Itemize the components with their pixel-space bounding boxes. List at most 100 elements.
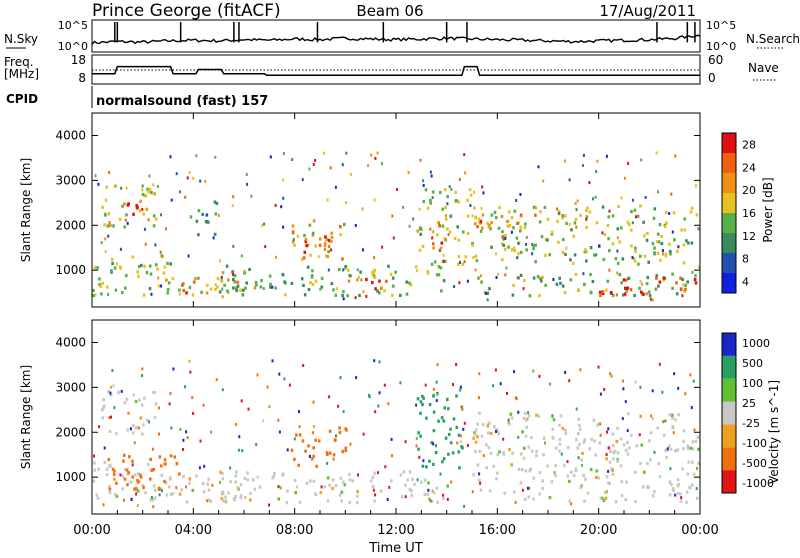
- velocity-cell: [400, 495, 404, 499]
- power-cell: [312, 219, 316, 223]
- power-cell: [213, 232, 217, 236]
- power-cell: [344, 265, 347, 269]
- power-cell: [149, 272, 153, 276]
- power-cell: [622, 293, 625, 297]
- y-tick-label: 4000: [55, 128, 86, 142]
- power-cell: [561, 284, 565, 288]
- power-cell: [407, 171, 410, 174]
- power-cell: [620, 226, 623, 230]
- velocity-cell: [682, 447, 685, 451]
- velocity-cell: [123, 453, 126, 457]
- velocity-cell: [337, 404, 340, 408]
- x-tick-label: 12:00: [377, 523, 414, 538]
- velocity-cell: [158, 493, 161, 497]
- power-cell: [513, 209, 517, 213]
- power-cell: [145, 271, 149, 275]
- power-cell: [448, 230, 452, 234]
- power-cell: [416, 229, 419, 233]
- power-cell: [565, 246, 568, 250]
- power-cell: [418, 248, 422, 252]
- velocity-cell: [599, 392, 602, 396]
- power-cell: [269, 282, 272, 286]
- velocity-cell: [432, 393, 435, 397]
- power-cell: [373, 275, 377, 280]
- power-cell: [512, 226, 515, 230]
- power-cells: [92, 151, 700, 302]
- power-cell: [124, 218, 127, 222]
- velocity-cell: [421, 402, 424, 407]
- power-cell: [564, 159, 567, 163]
- cpid-label: CPID: [6, 92, 38, 106]
- power-cell: [399, 293, 402, 297]
- velocity-cell: [423, 478, 427, 482]
- colorbar-swatch: [722, 333, 736, 356]
- power-cell: [606, 279, 610, 283]
- velocity-cell: [151, 447, 154, 451]
- velocity-cell: [597, 365, 600, 369]
- power-cell: [534, 243, 537, 247]
- power-cell: [501, 258, 504, 262]
- colorbar-tick-label: 12: [742, 230, 756, 243]
- velocity-cell: [436, 500, 439, 504]
- power-cell: [444, 188, 447, 192]
- power-cell: [169, 262, 172, 266]
- velocity-cell: [128, 455, 131, 459]
- velocity-cell: [690, 406, 693, 410]
- power-cell: [443, 259, 447, 263]
- power-cell: [611, 214, 615, 218]
- velocity-cell: [605, 490, 608, 494]
- velocity-cell: [479, 488, 483, 492]
- power-cell: [601, 231, 604, 235]
- velocity-cell: [522, 416, 526, 420]
- velocity-cell: [526, 486, 529, 490]
- power-cell: [309, 281, 312, 285]
- velocity-cell: [406, 478, 409, 482]
- power-cell: [181, 283, 184, 287]
- velocity-cell: [434, 451, 438, 455]
- velocity-cell: [199, 439, 202, 443]
- velocity-cell: [435, 399, 438, 403]
- power-cell: [430, 174, 433, 178]
- velocity-cell: [152, 505, 155, 509]
- power-cell: [462, 230, 465, 234]
- power-cell: [138, 264, 141, 269]
- power-cell: [471, 243, 475, 247]
- velocity-cell: [131, 423, 135, 428]
- velocity-cell: [312, 454, 315, 458]
- velocity-cell: [551, 436, 555, 440]
- power-cell: [216, 277, 220, 281]
- velocity-cell: [374, 493, 377, 497]
- velocity-cell: [111, 369, 114, 372]
- power-cell: [291, 224, 295, 228]
- velocity-cell: [191, 488, 195, 492]
- nsky-series: [91, 34, 701, 45]
- velocity-cell: [119, 473, 122, 477]
- velocity-cell: [108, 463, 111, 467]
- y-tick-label: 1000: [55, 470, 86, 484]
- velocity-cell: [379, 489, 383, 493]
- velocity-cell: [605, 475, 609, 479]
- velocity-cell: [621, 417, 624, 421]
- velocity-cell: [198, 466, 201, 470]
- velocity-cell: [550, 480, 554, 484]
- power-cell: [589, 291, 593, 295]
- velocity-cell: [507, 418, 510, 422]
- velocity-cell: [221, 499, 225, 503]
- x-axis-label: Time UT: [368, 541, 422, 554]
- power-cell: [422, 179, 425, 183]
- velocity-cell: [391, 454, 393, 458]
- power-cell: [473, 206, 476, 210]
- velocity-cell: [582, 440, 586, 444]
- velocity-cell: [447, 432, 451, 437]
- velocity-cell: [256, 373, 259, 377]
- velocity-cell: [417, 431, 420, 435]
- power-cell: [503, 247, 507, 251]
- power-cell: [479, 221, 482, 225]
- velocity-cell: [115, 432, 118, 436]
- velocity-cell: [293, 478, 297, 483]
- power-cell: [620, 281, 623, 285]
- power-cell: [422, 184, 425, 187]
- velocity-cell: [561, 426, 565, 430]
- power-cell: [327, 250, 330, 254]
- power-cell: [282, 152, 285, 155]
